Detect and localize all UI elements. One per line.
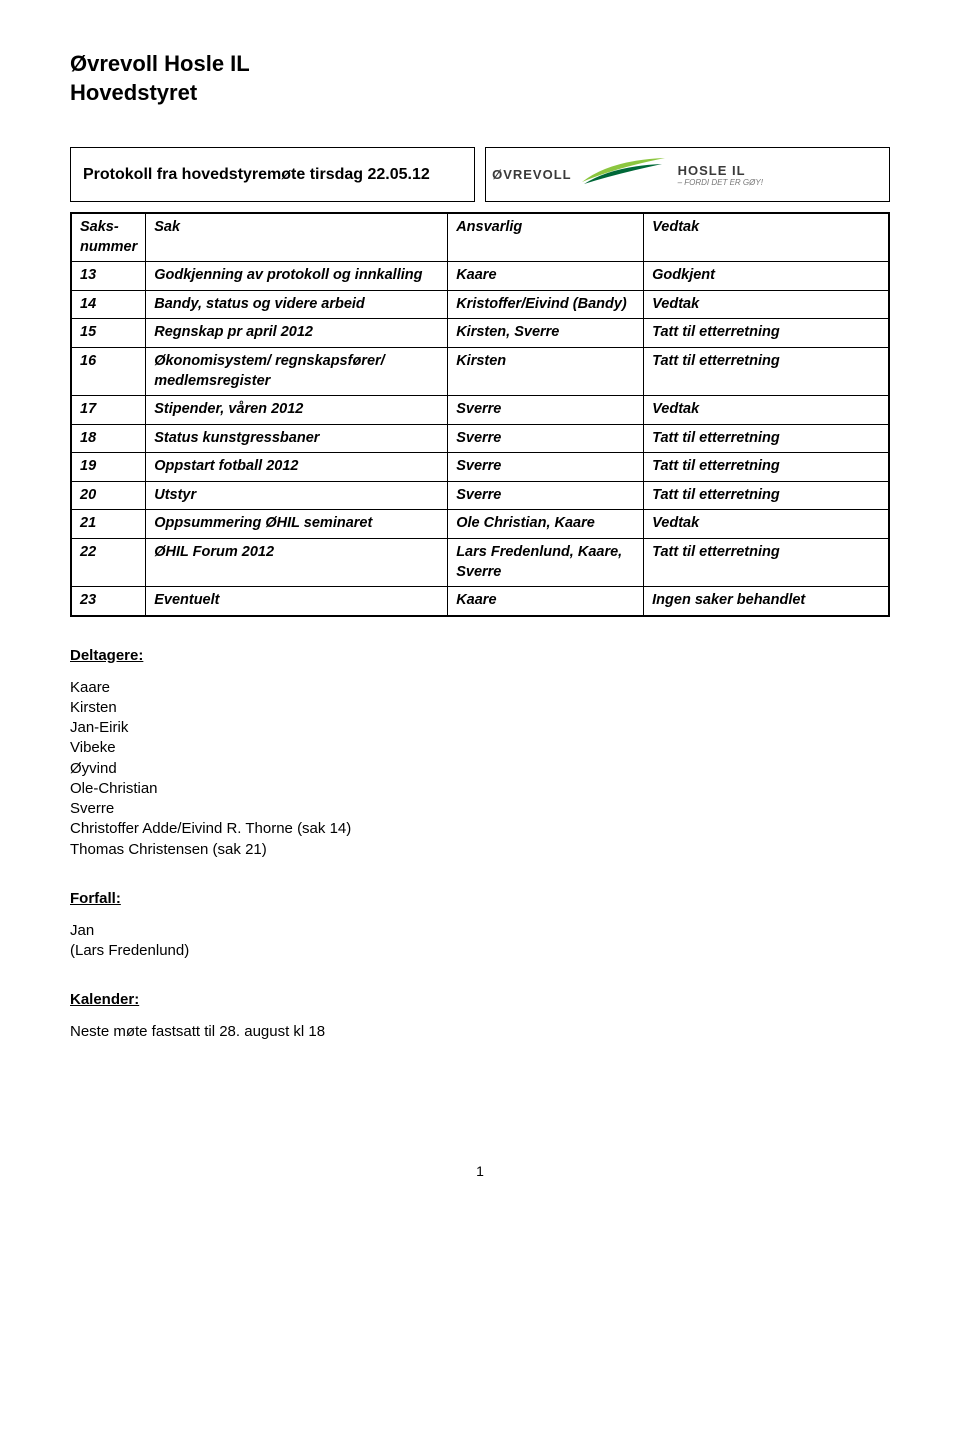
list-item: Thomas Christensen (sak 21) [70,840,890,860]
table-cell: Eventuelt [146,587,448,616]
table-row: 16Økonomisystem/ regnskapsfører/ medlems… [72,348,889,396]
logo-wrap: ØVREVOLL HOSLE IL – FORDI DET ER GØY! [492,154,883,195]
table-cell: 17 [72,396,146,425]
table-cell: Bandy, status og videre arbeid [146,290,448,319]
list-item: Kaare [70,678,890,698]
table-cell: Sverre [448,453,644,482]
table-row: 17Stipender, våren 2012SverreVedtak [72,396,889,425]
table-row: 13Godkjenning av protokoll og innkalling… [72,262,889,291]
logo-swoosh-icon [580,154,670,195]
page-number: 1 [70,1163,890,1179]
logo-tagline: – FORDI DET ER GØY! [678,178,763,187]
table-row: 23EventueltKaareIngen saker behandlet [72,587,889,616]
table-cell: Vedtak [644,396,889,425]
table-cell: 22 [72,538,146,586]
col-header-sak: Sak [146,214,448,262]
list-item: Christoffer Adde/Eivind R. Thorne (sak 1… [70,819,890,839]
col-header-ansvarlig: Ansvarlig [448,214,644,262]
kalender-text: Neste møte fastsatt til 28. august kl 18 [70,1022,890,1042]
table-cell: Utstyr [146,481,448,510]
deltagere-list: KaareKirstenJan-EirikVibekeØyvindOle-Chr… [70,678,890,860]
main-table-wrap: Saks-nummer Sak Ansvarlig Vedtak 13Godkj… [70,212,890,616]
table-cell: Sverre [448,396,644,425]
table-row: 14Bandy, status og videre arbeidKristoff… [72,290,889,319]
table-row: 20UtstyrSverreTatt til etterretning [72,481,889,510]
table-cell: Godkjent [644,262,889,291]
table-cell: Sverre [448,481,644,510]
list-item: Vibeke [70,738,890,758]
table-cell: Kaare [448,587,644,616]
forfall-heading: Forfall: [70,890,890,907]
table-row: 18Status kunstgressbanerSverreTatt til e… [72,424,889,453]
table-cell: 19 [72,453,146,482]
table-cell: Lars Fredenlund, Kaare, Sverre [448,538,644,586]
table-cell: Tatt til etterretning [644,538,889,586]
logo-box: ØVREVOLL HOSLE IL – FORDI DET ER GØY! [485,147,890,202]
table-cell: Kristoffer/Eivind (Bandy) [448,290,644,319]
col-header-saksnummer: Saks-nummer [72,214,146,262]
forfall-list: Jan(Lars Fredenlund) [70,921,890,962]
table-cell: Regnskap pr april 2012 [146,319,448,348]
logo-right-block: HOSLE IL – FORDI DET ER GØY! [678,163,763,187]
logo-text-right: HOSLE IL [678,163,763,178]
table-cell: Vedtak [644,290,889,319]
table-cell: 18 [72,424,146,453]
table-cell: Kirsten, Sverre [448,319,644,348]
protocol-title: Protokoll fra hovedstyremøte tirsdag 22.… [83,166,430,184]
list-item: Jan [70,921,890,941]
table-cell: 23 [72,587,146,616]
document-header: Øvrevoll Hosle IL Hovedstyret [70,50,890,107]
table-cell: Status kunstgressbaner [146,424,448,453]
table-cell: 15 [72,319,146,348]
protocol-row: Protokoll fra hovedstyremøte tirsdag 22.… [70,147,890,202]
table-row: 15Regnskap pr april 2012Kirsten, SverreT… [72,319,889,348]
table-cell: Godkjenning av protokoll og innkalling [146,262,448,291]
header-line2: Hovedstyret [70,79,890,108]
list-item: Kirsten [70,698,890,718]
table-header-row: Saks-nummer Sak Ansvarlig Vedtak [72,214,889,262]
list-item: Sverre [70,799,890,819]
table-cell: Tatt til etterretning [644,319,889,348]
table-cell: Vedtak [644,510,889,539]
table-row: 19Oppstart fotball 2012SverreTatt til et… [72,453,889,482]
kalender-heading: Kalender: [70,991,890,1008]
deltagere-heading: Deltagere: [70,647,890,664]
table-cell: 14 [72,290,146,319]
table-cell: Tatt til etterretning [644,481,889,510]
agenda-table: Saks-nummer Sak Ansvarlig Vedtak 13Godkj… [71,213,889,615]
table-cell: Stipender, våren 2012 [146,396,448,425]
table-cell: 16 [72,348,146,396]
table-row: 22ØHIL Forum 2012Lars Fredenlund, Kaare,… [72,538,889,586]
table-cell: Økonomisystem/ regnskapsfører/ medlemsre… [146,348,448,396]
list-item: (Lars Fredenlund) [70,941,890,961]
protocol-title-box: Protokoll fra hovedstyremøte tirsdag 22.… [70,147,475,202]
col-header-vedtak: Vedtak [644,214,889,262]
table-cell: Tatt til etterretning [644,424,889,453]
table-cell: Kirsten [448,348,644,396]
table-row: 21Oppsummering ØHIL seminaretOle Christi… [72,510,889,539]
table-cell: Oppsummering ØHIL seminaret [146,510,448,539]
table-cell: Ole Christian, Kaare [448,510,644,539]
list-item: Ole-Christian [70,779,890,799]
table-cell: Kaare [448,262,644,291]
table-cell: 21 [72,510,146,539]
table-cell: Tatt til etterretning [644,348,889,396]
table-cell: Tatt til etterretning [644,453,889,482]
table-cell: Ingen saker behandlet [644,587,889,616]
table-cell: Sverre [448,424,644,453]
table-cell: Oppstart fotball 2012 [146,453,448,482]
table-cell: 13 [72,262,146,291]
header-line1: Øvrevoll Hosle IL [70,50,890,79]
list-item: Jan-Eirik [70,718,890,738]
logo-text-left: ØVREVOLL [492,167,572,182]
list-item: Øyvind [70,759,890,779]
table-cell: 20 [72,481,146,510]
table-cell: ØHIL Forum 2012 [146,538,448,586]
